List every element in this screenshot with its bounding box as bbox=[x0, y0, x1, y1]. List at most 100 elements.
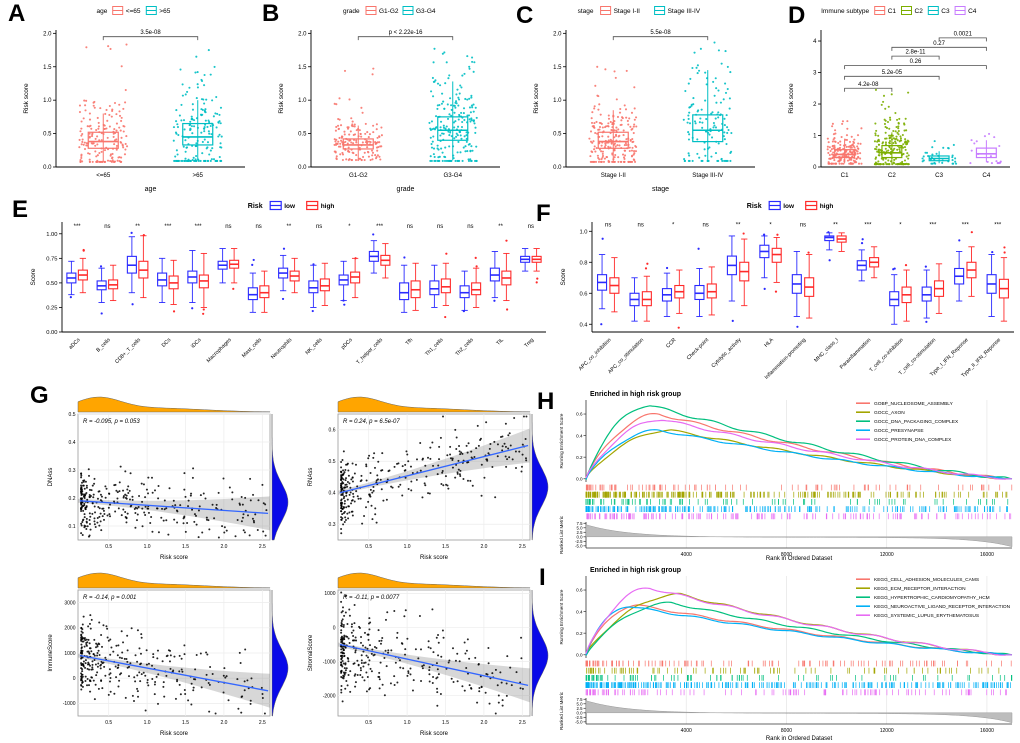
box bbox=[278, 247, 289, 301]
legend-label: GOCC_PRESYNAPSE bbox=[874, 428, 924, 434]
scatter-points bbox=[340, 591, 524, 715]
svg-text:0.75: 0.75 bbox=[46, 256, 57, 262]
box bbox=[66, 260, 77, 299]
svg-text:1.0: 1.0 bbox=[298, 98, 307, 104]
enrichment-curve bbox=[585, 604, 1012, 656]
significance-mark: * bbox=[899, 223, 902, 229]
enrichment-curve bbox=[585, 601, 1013, 656]
panel-c-letter: C bbox=[516, 2, 534, 29]
svg-text:1.5: 1.5 bbox=[43, 65, 52, 71]
svg-text:0.5: 0.5 bbox=[105, 544, 112, 550]
box bbox=[247, 258, 258, 313]
svg-text:0.50: 0.50 bbox=[46, 281, 57, 287]
gsea-title: Enriched in high risk group bbox=[590, 567, 681, 574]
svg-text:1.0: 1.0 bbox=[43, 98, 52, 104]
x-axis-label: age bbox=[145, 186, 157, 193]
p-value: 5.2e-05 bbox=[882, 70, 903, 76]
x-tick-label: Neutrophils bbox=[270, 337, 293, 360]
x-tick-label: >65 bbox=[193, 172, 204, 179]
box bbox=[531, 248, 542, 284]
svg-text:2.0: 2.0 bbox=[43, 31, 52, 37]
svg-text:0.6: 0.6 bbox=[329, 428, 336, 434]
panel-d-letter: D bbox=[788, 2, 806, 29]
box bbox=[459, 270, 470, 313]
significance-mark: ** bbox=[287, 224, 292, 230]
significance-mark: *** bbox=[74, 224, 82, 230]
correlation-label: R = 0.24, p = 6.5e-07 bbox=[343, 419, 400, 425]
rug-row bbox=[585, 660, 1012, 667]
panel-e: Risk low high 0.00 0.25 0.50 0.75 1.00 Score *** a… bbox=[26, 196, 550, 393]
panel-c-chart: stage Stage I-II Stage III-IV 0.0 0.5 1.0 1.5 2… bbox=[533, 6, 755, 193]
significance-mark: ** bbox=[135, 224, 140, 230]
p-value: 0.26 bbox=[910, 59, 922, 65]
svg-text:0.5: 0.5 bbox=[553, 132, 562, 138]
legend-title: Immune subtype bbox=[821, 8, 869, 15]
box bbox=[440, 252, 451, 319]
svg-text:2.0: 2.0 bbox=[480, 544, 487, 550]
enrichment-curve bbox=[585, 413, 1012, 480]
box bbox=[429, 264, 440, 308]
x-tick-label: Stage III-IV bbox=[692, 172, 724, 179]
svg-text:2.0: 2.0 bbox=[480, 720, 487, 726]
p-value: 5.5e-08 bbox=[650, 30, 671, 36]
box bbox=[380, 243, 391, 279]
legend-label: KEGG_NEUROACTIVE_LIGAND_RECEPTOR_INTERAC… bbox=[874, 604, 1011, 610]
svg-text:1.0: 1.0 bbox=[404, 720, 411, 726]
svg-text:0.4: 0.4 bbox=[329, 491, 336, 497]
svg-text:-2.5: -2.5 bbox=[575, 539, 583, 544]
enrichment-curve bbox=[585, 606, 1012, 656]
svg-text:1.0: 1.0 bbox=[579, 229, 587, 235]
svg-text:1.0: 1.0 bbox=[144, 720, 151, 726]
significance-mark: ns bbox=[638, 223, 644, 229]
right-density bbox=[531, 589, 549, 717]
box bbox=[975, 140, 997, 163]
box bbox=[674, 269, 685, 329]
svg-text:-2.5: -2.5 bbox=[575, 715, 583, 720]
significance-mark: *** bbox=[376, 224, 384, 230]
significance-mark: ** bbox=[498, 224, 503, 230]
x-tick-label: C4 bbox=[982, 172, 990, 179]
x-tick-label: Stage I-II bbox=[601, 172, 626, 179]
x-tick-label: CCR bbox=[665, 337, 677, 349]
box bbox=[229, 248, 240, 290]
svg-text:0.0: 0.0 bbox=[298, 165, 307, 171]
svg-text:0.0: 0.0 bbox=[553, 165, 562, 171]
svg-text:-1000: -1000 bbox=[63, 701, 76, 707]
legend-label: C2 bbox=[915, 8, 924, 15]
x-tick-label: Check-point bbox=[686, 337, 711, 362]
gsea-legend: KEGG_CELL_ADHESION_MOLECULES_CAMS KEGG_EC… bbox=[856, 577, 1011, 619]
legend-label: GOBP_NUCLEOSOME_ASSEMBLY bbox=[874, 401, 954, 407]
svg-text:0.25: 0.25 bbox=[46, 305, 57, 311]
svg-text:5.0: 5.0 bbox=[577, 701, 584, 706]
x-axis-label: stage bbox=[652, 186, 669, 193]
significance-mark: ns bbox=[255, 224, 261, 230]
svg-text:2.0: 2.0 bbox=[220, 720, 227, 726]
legend-label: C4 bbox=[968, 8, 977, 15]
svg-text:-1000: -1000 bbox=[323, 659, 336, 665]
x-tick-label: NK_cells bbox=[305, 337, 324, 356]
box bbox=[824, 231, 835, 262]
legend: grade G1-G2 G3-G4 bbox=[343, 6, 436, 15]
svg-text:2: 2 bbox=[813, 102, 817, 108]
panel-c: stage Stage I-II Stage III-IV 0.0 0.5 1.0 1.5 2… bbox=[528, 0, 765, 200]
panel-b-chart: grade G1-G2 G3-G4 0.0 0.5 1.0 1.5 2.0 Risk score… bbox=[278, 6, 500, 193]
y-axis-label: StromalScore bbox=[308, 634, 314, 671]
panel-b-letter: B bbox=[262, 0, 280, 27]
panel-f-letter: F bbox=[536, 200, 551, 227]
legend-label: <=65 bbox=[126, 8, 141, 15]
box bbox=[126, 231, 137, 306]
rug-row bbox=[585, 491, 1008, 498]
significance-mark: *** bbox=[164, 224, 172, 230]
svg-text:1.5: 1.5 bbox=[442, 544, 449, 550]
x-tick-label: Parainflammation bbox=[839, 337, 872, 370]
svg-text:0.5: 0.5 bbox=[105, 720, 112, 726]
x-tick-label: Tfh bbox=[405, 337, 415, 347]
svg-text:1.5: 1.5 bbox=[442, 720, 449, 726]
panel-g-scatter-immune: 0.5 1.0 1.5 2.0 2.5 -1000 0 1000 2000 3000 R = -0.… bbox=[44, 568, 294, 743]
box bbox=[804, 251, 815, 319]
legend: stage Stage I-II Stage III-IV bbox=[578, 6, 701, 15]
svg-text:2.5: 2.5 bbox=[519, 544, 526, 550]
metric-axis-label: Ranked List Metric bbox=[559, 691, 564, 730]
p-value: 4.2e-08 bbox=[858, 82, 879, 88]
p-value: p < 2.22e-16 bbox=[389, 30, 424, 36]
